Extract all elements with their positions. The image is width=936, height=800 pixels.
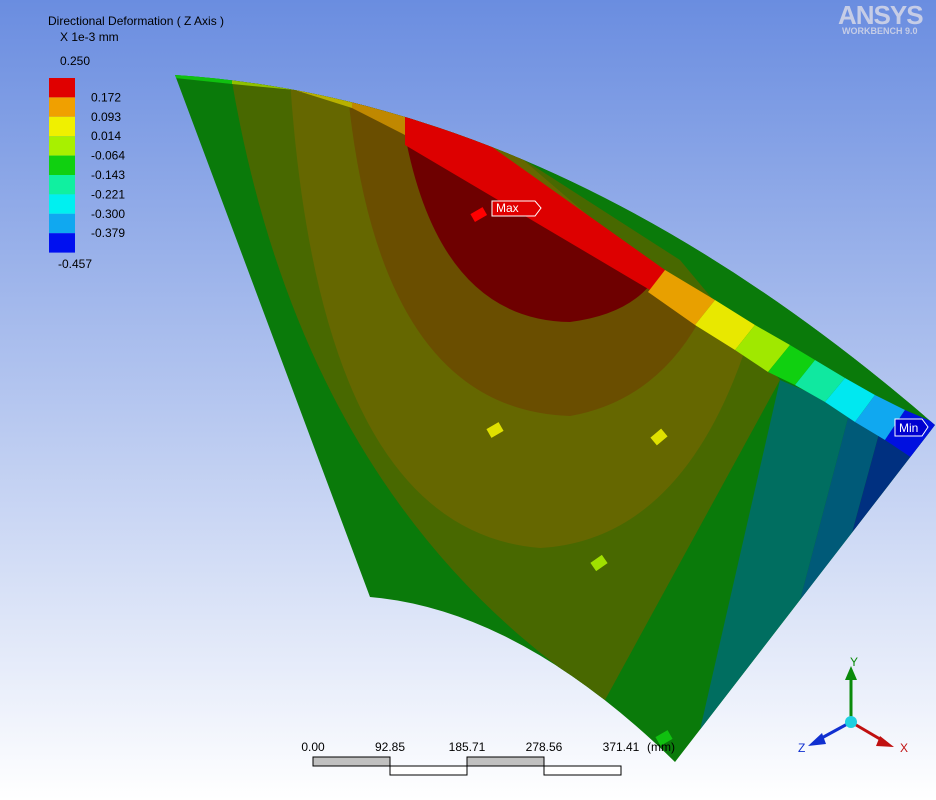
scale-segment	[389, 765, 468, 776]
legend-label: -0.300	[91, 207, 125, 221]
legend-label: -0.064	[91, 149, 125, 163]
triad-x	[876, 736, 894, 747]
scale-label: 92.85	[375, 740, 405, 754]
scale-segment	[466, 756, 545, 767]
triad-z	[808, 733, 826, 746]
legend-swatch	[49, 194, 75, 214]
max-probe	[491, 200, 542, 217]
legend-label: 0.014	[91, 129, 121, 143]
support	[470, 207, 488, 222]
scale-unit: (mm)	[647, 740, 675, 754]
legend-swatch	[49, 136, 75, 156]
scale-segment	[312, 756, 391, 767]
legend-label: 0.250	[60, 54, 90, 68]
legend-label: 0.093	[91, 110, 121, 124]
scale-segment	[543, 765, 622, 776]
scale-label: 371.41	[603, 740, 640, 754]
support	[655, 730, 673, 746]
min-label: Min	[899, 421, 918, 435]
legend-title: Directional Deformation ( Z Axis )	[48, 14, 224, 28]
contour-band	[700, 380, 850, 730]
top-face	[825, 378, 875, 422]
legend-swatch	[49, 97, 75, 117]
scale-label: 185.71	[449, 740, 486, 754]
support	[486, 422, 504, 438]
legend-swatch	[49, 116, 75, 137]
contour-band	[405, 135, 650, 322]
legend-swatch	[49, 175, 75, 195]
triad-z	[817, 720, 852, 742]
logo-version: WORKBENCH 9.0	[842, 26, 918, 36]
triad-y-label: Y	[850, 655, 858, 669]
legend-label: -0.143	[91, 168, 125, 182]
top-face	[405, 100, 665, 290]
scale-label: 0.00	[301, 740, 325, 754]
triad-y	[845, 666, 857, 680]
legend-swatch	[49, 233, 75, 253]
legend-label: -0.221	[91, 187, 125, 201]
top-face	[695, 300, 755, 350]
top-face	[735, 325, 790, 372]
legend-unit: X 1e-3 mm	[60, 30, 119, 44]
triad-x-label: X	[900, 741, 908, 755]
logo: ANSYS	[838, 0, 923, 30]
triad-z-label: Z	[798, 741, 805, 755]
contour-band	[800, 410, 880, 600]
max-label: Max	[496, 201, 519, 215]
scale-bar: 0.00 92.85 185.71 278.56 371.41 (mm)	[301, 740, 675, 776]
legend-swatch	[49, 78, 75, 98]
top-face	[648, 270, 715, 325]
legend-swatch	[49, 155, 75, 175]
triad-origin	[845, 716, 857, 728]
legend-swatch	[49, 213, 75, 234]
top-face	[795, 360, 845, 402]
min-probe	[894, 418, 929, 437]
legend-label: -0.379	[91, 226, 125, 240]
top-face	[768, 345, 815, 385]
legend: 0.250 0.172 0.093 0.014 -0.064 -0.143 -0.221 -0…	[49, 54, 125, 271]
scale-label: 278.56	[526, 740, 563, 754]
legend-label: 0.172	[91, 90, 121, 104]
support	[590, 554, 608, 572]
support	[650, 428, 668, 446]
legend-label: -0.457	[58, 257, 92, 271]
